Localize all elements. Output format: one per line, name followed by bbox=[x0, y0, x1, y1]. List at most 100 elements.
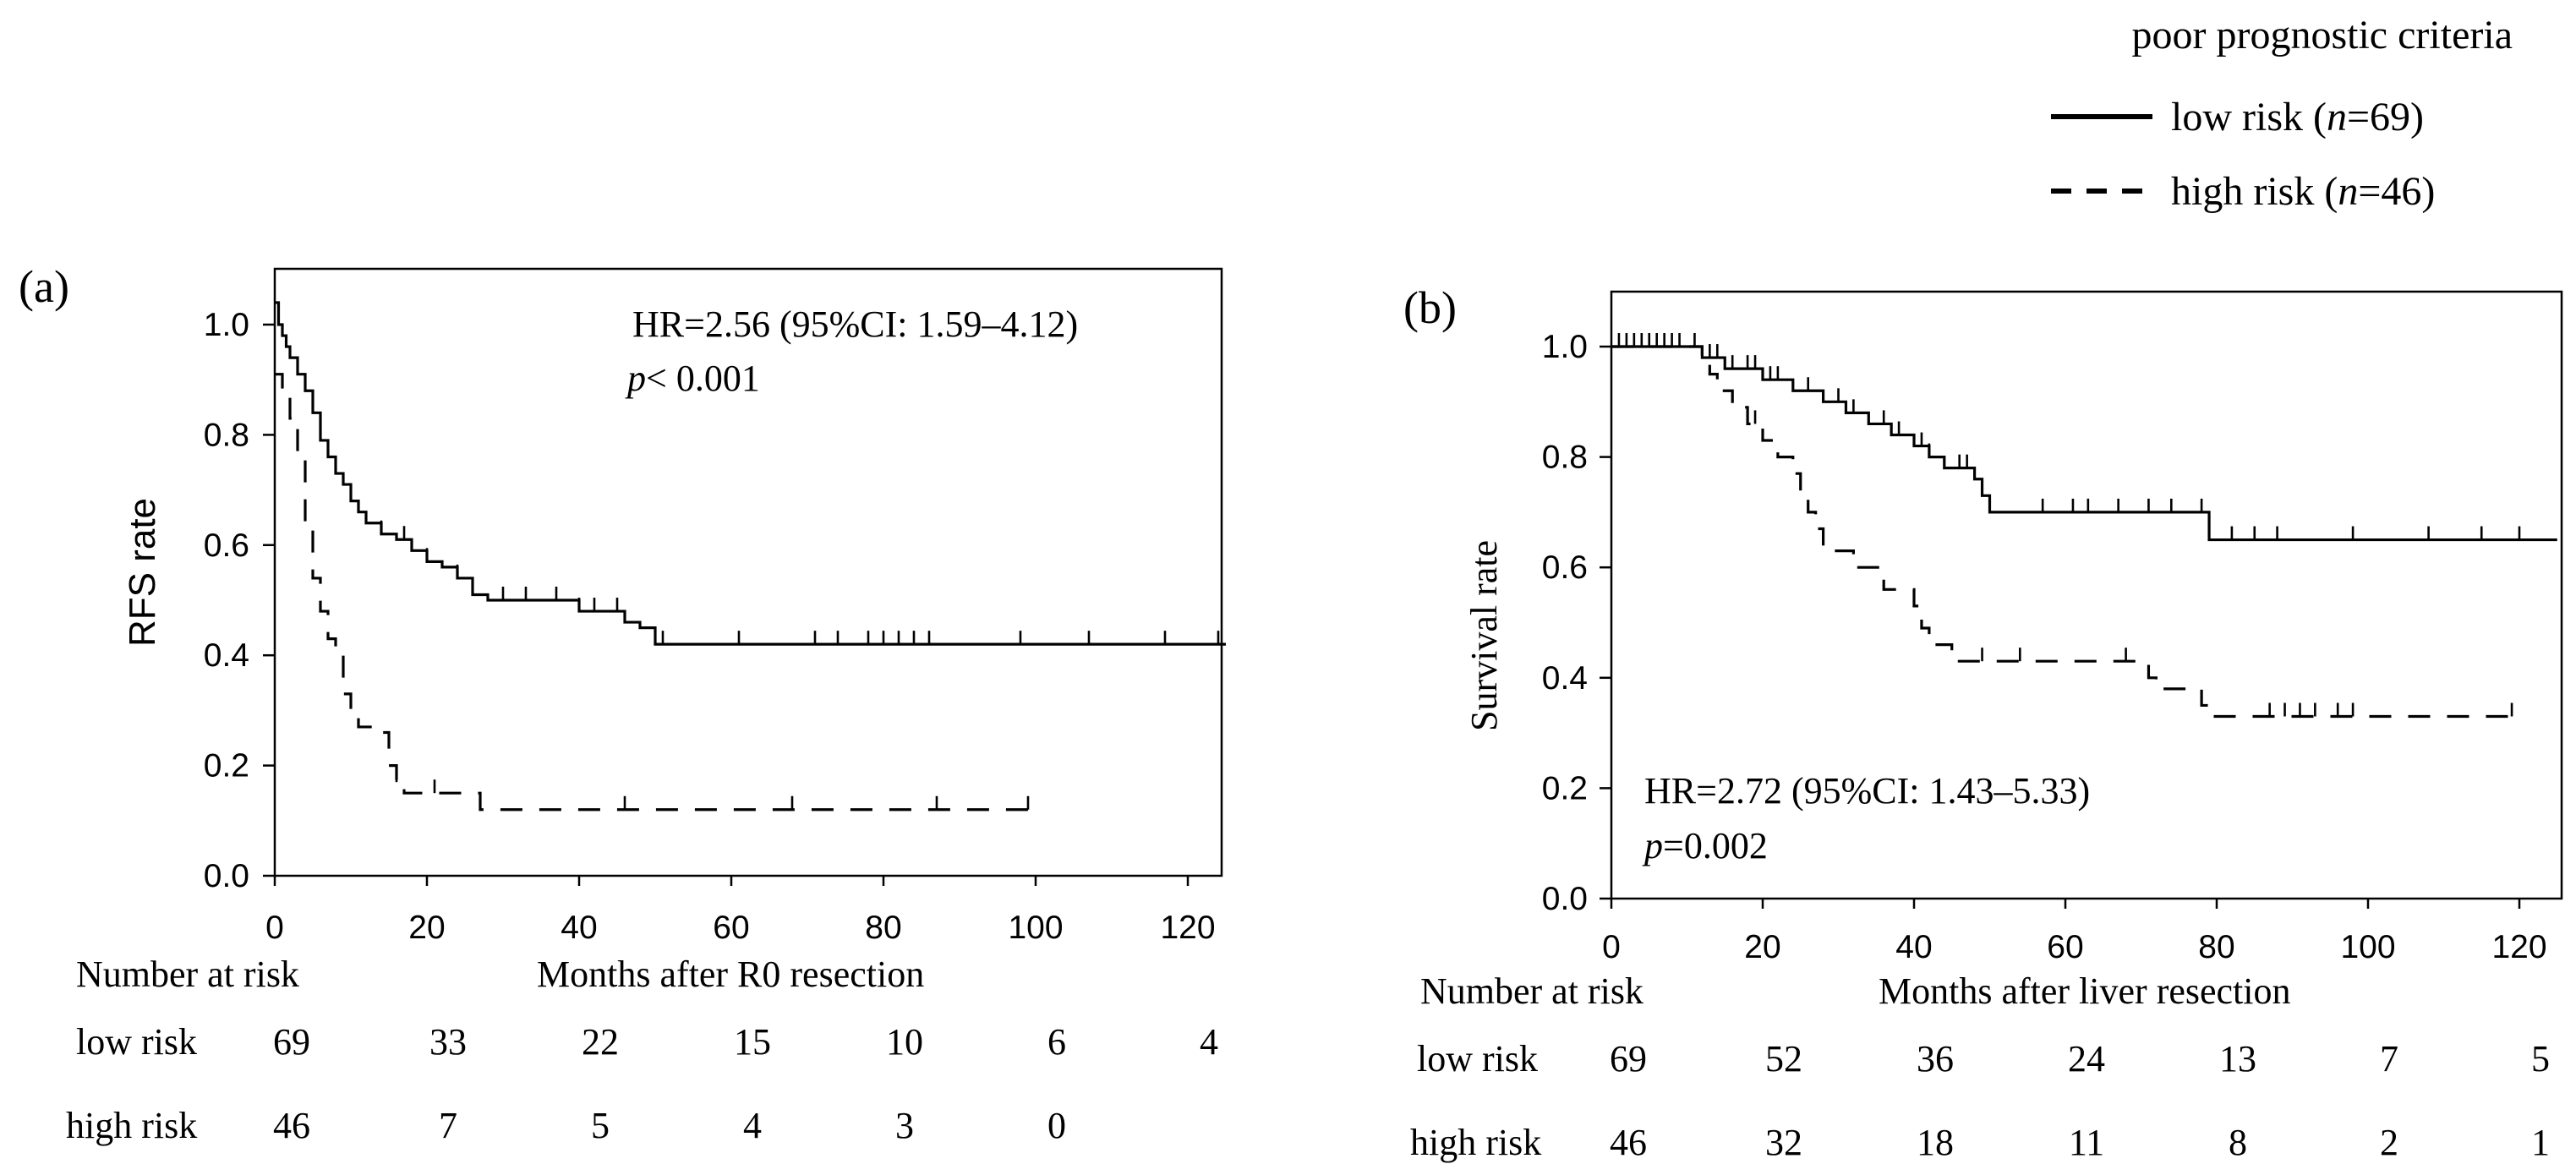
panel-a-y-ticks: 0.0 0.2 0.4 0.6 0.8 1.0 bbox=[204, 307, 275, 894]
panel-a-curves bbox=[275, 301, 1226, 812]
panel-b-risk-row-label-high: high risk bbox=[1410, 1122, 1541, 1163]
panel-b-risk-row-label-low: low risk bbox=[1417, 1038, 1538, 1079]
panel-b-plot-frame bbox=[1610, 290, 2563, 900]
panel-a-curve-low-risk bbox=[275, 301, 1226, 646]
panel-a-label: (a) bbox=[19, 261, 69, 312]
legend-prefix-high-risk: high risk ( bbox=[2171, 169, 2338, 214]
panel-a-risk-value-low-risk: 10 bbox=[886, 1021, 923, 1063]
panel-a-x-tick-label: 20 bbox=[408, 910, 445, 946]
panel-a-x-tick-label: 120 bbox=[1160, 910, 1215, 946]
panel-b-curve-low-risk bbox=[1611, 345, 2557, 542]
panel-b-x-tick-label: 80 bbox=[2198, 929, 2234, 965]
panel-a-risk-row-label-high: high risk bbox=[66, 1105, 197, 1146]
panel-a-y-tick-label: 0.4 bbox=[204, 637, 249, 674]
panel-a-risk-header: Number at risk bbox=[76, 954, 299, 995]
panel-b-curve-high-risk bbox=[1611, 345, 2519, 719]
legend-n-symbol-high-risk: n bbox=[2338, 169, 2358, 214]
legend-title: poor prognostic criteria bbox=[2131, 13, 2513, 57]
panel-b-y-tick-label: 0.0 bbox=[1542, 881, 1588, 917]
panel-b-x-tick-label: 60 bbox=[2047, 929, 2083, 965]
panel-a-risk-value-low-risk: 22 bbox=[582, 1021, 619, 1063]
panel-b-risk-table: Number at risk Months after liver resect… bbox=[1410, 970, 2550, 1163]
panel-a-risk-value-high-risk: 5 bbox=[591, 1105, 610, 1146]
panel-b-risk-header: Number at risk bbox=[1420, 970, 1643, 1012]
panel-b-risk-value-high-risk: 46 bbox=[1610, 1122, 1647, 1163]
panel-a: (a) RFS rate HR=2.56 (95%CI: 1.59–4.12) … bbox=[19, 261, 1226, 1146]
panel-b-risk-value-low-risk: 7 bbox=[2380, 1038, 2398, 1079]
panel-b-y-tick-label: 0.2 bbox=[1542, 770, 1588, 806]
panel-b-p-value: =0.002 bbox=[1663, 825, 1768, 866]
panel-a-risk-table: Number at risk Months after R0 resection… bbox=[66, 954, 1218, 1146]
panel-a-p-annotation: p< 0.001 bbox=[625, 358, 760, 399]
panel-a-risk-value-high-risk: 7 bbox=[439, 1105, 457, 1146]
panel-a-x-tick-label: 80 bbox=[865, 910, 901, 946]
panel-b-risk-value-low-risk: 5 bbox=[2531, 1038, 2550, 1079]
panel-a-p-value: < 0.001 bbox=[646, 358, 760, 399]
panel-b-risk-value-low-risk: 52 bbox=[1765, 1038, 1802, 1079]
legend-n-symbol-low-risk: n bbox=[2327, 95, 2347, 139]
panel-b-y-tick-label: 1.0 bbox=[1542, 329, 1588, 365]
panel-a-y-axis-title: RFS rate bbox=[122, 498, 163, 647]
panel-a-risk-value-low-risk: 6 bbox=[1047, 1021, 1066, 1063]
panel-a-y-tick-label: 0.6 bbox=[204, 527, 249, 564]
panel-a-risk-value-low-risk: 4 bbox=[1200, 1021, 1218, 1063]
panel-b-x-tick-label: 0 bbox=[1602, 929, 1621, 965]
panel-a-risk-value-low-risk: 15 bbox=[734, 1021, 771, 1063]
panel-b-p-annotation: p=0.002 bbox=[1642, 825, 1768, 866]
panel-b-risk-value-high-risk: 11 bbox=[2069, 1122, 2104, 1163]
panel-b-y-tick-label: 0.6 bbox=[1542, 549, 1588, 586]
panel-b-label: (b) bbox=[1403, 282, 1457, 333]
panel-a-x-tick-label: 0 bbox=[265, 910, 284, 946]
panel-a-risk-value-low-risk: 69 bbox=[273, 1021, 310, 1063]
legend-n-value-high-risk: =46) bbox=[2358, 169, 2435, 214]
legend: poor prognostic criteria low risk (n=69)… bbox=[2051, 13, 2513, 214]
panel-a-x-tick-label: 60 bbox=[713, 910, 749, 946]
panel-b-risk-value-high-risk: 2 bbox=[2380, 1122, 2398, 1163]
panel-b-risk-value-high-risk: 32 bbox=[1765, 1122, 1802, 1163]
panel-a-risk-row-label-low: low risk bbox=[76, 1021, 197, 1063]
panel-a-y-tick-label: 0.0 bbox=[204, 858, 249, 894]
panel-b-p-symbol: p bbox=[1642, 825, 1663, 866]
panel-b-hr-annotation: HR=2.72 (95%CI: 1.43–5.33) bbox=[1644, 770, 2090, 812]
panel-a-risk-value-low-risk: 33 bbox=[429, 1021, 467, 1063]
panel-a-y-tick-label: 0.8 bbox=[204, 417, 249, 453]
legend-n-value-low-risk: =69) bbox=[2347, 95, 2424, 139]
panel-b-x-tick-label: 100 bbox=[2340, 929, 2395, 965]
panel-b-risk-value-low-risk: 13 bbox=[2219, 1038, 2256, 1079]
panel-b-y-ticks: 0.0 0.2 0.4 0.6 0.8 1.0 bbox=[1542, 329, 1611, 917]
panel-b-y-tick-label: 0.4 bbox=[1542, 660, 1588, 697]
panel-a-p-symbol: p bbox=[625, 358, 646, 399]
panel-a-x-tick-label: 40 bbox=[561, 910, 597, 946]
panel-b-x-ticks: 0 20 40 60 80 100 120 bbox=[1602, 899, 2547, 965]
panel-a-hr-annotation: HR=2.56 (95%CI: 1.59–4.12) bbox=[632, 303, 1078, 345]
panel-a-x-ticks: 0 20 40 60 80 100 120 bbox=[265, 876, 1216, 946]
panel-a-risk-value-high-risk: 46 bbox=[273, 1105, 310, 1146]
panel-b-risk-value-high-risk: 8 bbox=[2229, 1122, 2247, 1163]
panel-b-risk-value-low-risk: 69 bbox=[1610, 1038, 1647, 1079]
panel-b-x-tick-label: 20 bbox=[1744, 929, 1780, 965]
legend-label-low-risk: low risk (n=69) bbox=[2171, 95, 2424, 139]
panel-b-risk-value-high-risk: 18 bbox=[1917, 1122, 1954, 1163]
panel-a-risk-value-high-risk: 0 bbox=[1047, 1105, 1066, 1146]
panel-b-x-tick-label: 120 bbox=[2491, 929, 2546, 965]
legend-prefix-low-risk: low risk ( bbox=[2171, 95, 2327, 139]
legend-label-high-risk: high risk (n=46) bbox=[2171, 169, 2435, 214]
panel-b-risk-value-low-risk: 24 bbox=[2068, 1038, 2105, 1079]
panel-b-x-axis-title: Months after liver resection bbox=[1879, 970, 2291, 1012]
panel-b-y-tick-label: 0.8 bbox=[1542, 440, 1588, 476]
panel-b-risk-value-low-risk: 36 bbox=[1917, 1038, 1954, 1079]
panel-a-y-tick-label: 1.0 bbox=[204, 307, 249, 343]
panel-a-risk-value-high-risk: 3 bbox=[895, 1105, 914, 1146]
panel-a-curve-high-risk bbox=[275, 373, 1036, 812]
panel-a-x-axis-title: Months after R0 resection bbox=[537, 954, 924, 995]
panel-b-risk-value-high-risk: 1 bbox=[2531, 1122, 2550, 1163]
panel-b-curves bbox=[1611, 333, 2557, 719]
panel-a-plot-frame bbox=[273, 267, 1223, 877]
panel-a-risk-value-high-risk: 4 bbox=[743, 1105, 762, 1146]
panel-b-x-tick-label: 40 bbox=[1895, 929, 1932, 965]
panel-a-x-tick-label: 100 bbox=[1008, 910, 1063, 946]
panel-a-y-tick-label: 0.2 bbox=[204, 748, 249, 784]
panel-b: (b) Survival rate HR=2.72 (95%CI: 1.43–5… bbox=[1403, 282, 2563, 1163]
panel-b-y-axis-title: Survival rate bbox=[1463, 540, 1505, 731]
